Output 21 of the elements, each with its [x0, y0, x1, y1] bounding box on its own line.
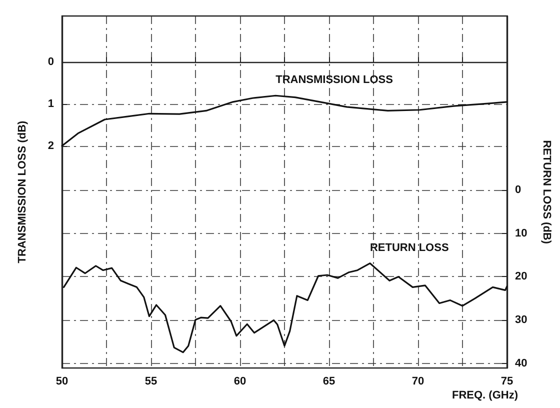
y2-tick-label: 20	[515, 270, 528, 283]
y2-axis-title: RETURN LOSS (dB)	[540, 140, 552, 244]
line-series	[61, 94, 508, 147]
x-tick-label: 65	[322, 376, 336, 388]
y2-tick-label: 30	[515, 314, 528, 326]
x-tick-label: 70	[412, 376, 424, 388]
y-tick-label: 2	[48, 140, 54, 152]
series-label: RETURN LOSS	[370, 242, 449, 254]
line-series	[62, 262, 508, 354]
y-tick-label: 1	[48, 98, 54, 110]
y-axis-title: TRANSMISSION LOSS (dB)	[16, 120, 28, 264]
y-tick-label: 0	[48, 56, 54, 68]
y2-tick-label: 10	[515, 227, 528, 240]
y2-tick-label: 40	[515, 358, 528, 370]
x-tick-label: 60	[234, 376, 246, 388]
x-tick-label: 50	[56, 376, 68, 388]
y2-tick-label: 0	[515, 184, 522, 196]
x-axis-title: FREQ. (GHz)	[452, 390, 518, 402]
x-tick-label: 75	[500, 376, 514, 388]
series-label: TRANSMISSION LOSS	[276, 74, 393, 86]
x-tick-label: 55	[144, 376, 158, 388]
